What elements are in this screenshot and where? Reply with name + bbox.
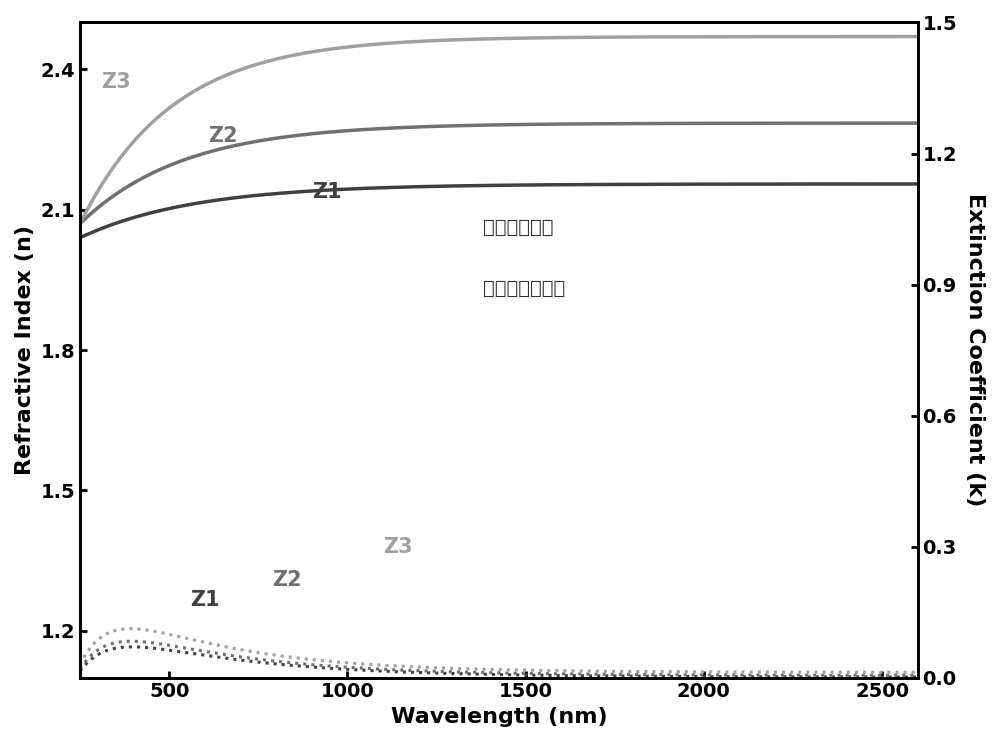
Text: Z3: Z3 bbox=[383, 537, 413, 557]
Text: Z1: Z1 bbox=[191, 590, 220, 609]
Y-axis label: Refractive Index (n): Refractive Index (n) bbox=[15, 225, 35, 475]
Text: 虚线为消光系数: 虚线为消光系数 bbox=[483, 279, 565, 298]
Text: Z2: Z2 bbox=[273, 570, 302, 590]
Text: Z2: Z2 bbox=[208, 126, 238, 146]
Text: Z3: Z3 bbox=[101, 72, 131, 92]
X-axis label: Wavelength (nm): Wavelength (nm) bbox=[391, 707, 607, 727]
Text: 实线为折射率: 实线为折射率 bbox=[483, 218, 553, 237]
Y-axis label: Extinction Coefficient (k): Extinction Coefficient (k) bbox=[965, 194, 985, 507]
Text: Z1: Z1 bbox=[312, 182, 341, 202]
